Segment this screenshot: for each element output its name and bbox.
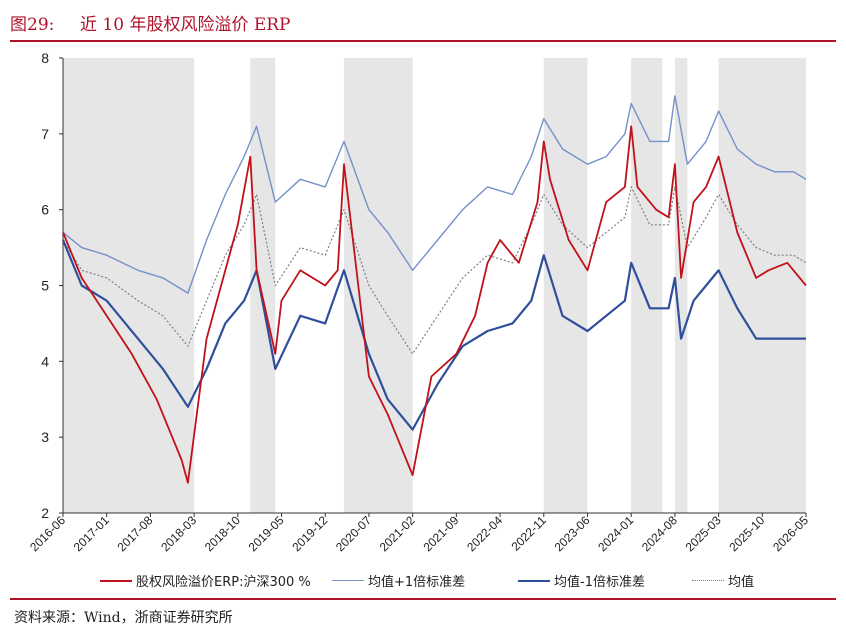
y-tick-label-5: 7 <box>41 126 49 142</box>
y-tick-label-4: 6 <box>41 202 49 218</box>
legend-item-erp: 股权风险溢价ERP:沪深300 % <box>100 571 311 590</box>
figure-header: 图29: 近 10 年股权风险溢价 ERP <box>10 10 836 36</box>
x-tick-label-7: 2020-07 <box>333 513 374 554</box>
y-tick-label-2: 4 <box>41 353 49 369</box>
x-tick-label-4: 2018-10 <box>202 513 243 554</box>
legend: 股权风险溢价ERP:沪深300 % 均值+1倍标准差 均值-1倍标准差 均值 <box>100 571 820 591</box>
legend-label-erp: 股权风险溢价ERP:沪深300 % <box>136 575 311 590</box>
legend-swatch-minus1 <box>518 579 550 582</box>
shaded-periods <box>63 58 806 513</box>
y-tick-label-6: 8 <box>41 50 49 66</box>
legend-label-mean: 均值 <box>728 575 755 590</box>
y-tick-label-0: 2 <box>41 505 49 521</box>
shaded-period-3 <box>543 58 588 513</box>
shaded-period-6 <box>718 58 806 513</box>
legend-swatch-plus1 <box>332 580 364 581</box>
x-tick-label-12: 2023-06 <box>552 513 593 554</box>
x-tick-label-15: 2025-03 <box>683 513 724 554</box>
legend-label-minus1: 均值-1倍标准差 <box>554 575 645 590</box>
header-rule <box>10 40 836 42</box>
x-tick-label-5: 2019-05 <box>246 513 287 554</box>
series-lines <box>61 95 807 484</box>
x-tick-label-10: 2022-04 <box>464 513 505 554</box>
series-line-plus1 <box>62 95 807 294</box>
series-line-erp <box>62 125 807 484</box>
x-tick-label-6: 2019-12 <box>289 513 330 554</box>
shaded-period-4 <box>631 58 663 513</box>
x-tick-label-13: 2024-01 <box>595 513 636 554</box>
shaded-period-5 <box>674 58 688 513</box>
legend-item-plus1: 均值+1倍标准差 <box>332 571 465 590</box>
shaded-period-1 <box>250 58 276 513</box>
x-tick-label-14: 2024-08 <box>639 513 680 554</box>
x-tick-label-3: 2018-03 <box>158 513 199 554</box>
x-tick-label-1: 2017-01 <box>71 513 112 554</box>
footer-rule <box>10 598 836 600</box>
series-line-minus1 <box>61 239 806 431</box>
legend-swatch-erp <box>100 579 132 582</box>
legend-label-plus1: 均值+1倍标准差 <box>368 575 466 590</box>
figure-number: 图29: <box>10 15 55 35</box>
series-line-mean <box>62 186 807 355</box>
x-tick-label-9: 2021-09 <box>420 513 461 554</box>
x-tick-label-11: 2022-11 <box>508 513 549 554</box>
x-tick-label-16: 2025-10 <box>726 513 767 554</box>
legend-item-minus1: 均值-1倍标准差 <box>518 571 645 590</box>
y-tick-label-3: 5 <box>41 278 49 294</box>
source-note: 资料来源：Wind，浙商证券研究所 <box>14 610 233 626</box>
x-tick-label-2: 2017-08 <box>114 513 155 554</box>
figure-title: 近 10 年股权风险溢价 ERP <box>80 15 291 35</box>
x-tick-label-17: 2026-05 <box>770 513 811 554</box>
x-tick-label-8: 2021-02 <box>377 513 418 554</box>
legend-item-mean: 均值 <box>692 571 754 590</box>
legend-swatch-mean <box>692 580 724 581</box>
shaded-period-2 <box>343 58 413 513</box>
y-tick-label-1: 3 <box>41 429 49 445</box>
